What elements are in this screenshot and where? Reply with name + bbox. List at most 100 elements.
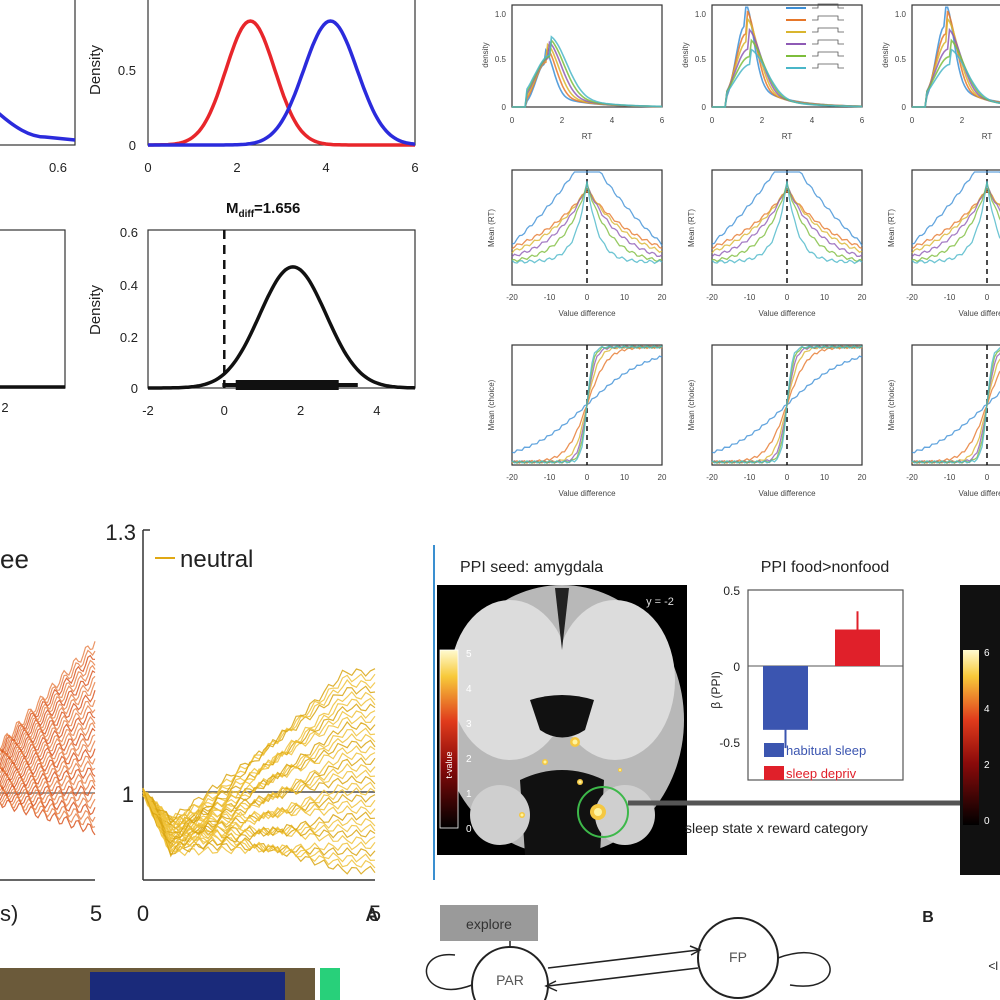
trace-line-yellow xyxy=(142,679,376,834)
x-tick-label: -20 xyxy=(506,473,518,482)
x-tick-label: -20 xyxy=(706,293,718,302)
x-tick-label: 2 xyxy=(560,116,565,125)
x-axis-label: Value difference xyxy=(958,309,1000,318)
activation-cluster-core xyxy=(578,780,582,784)
y-tick-label: 0.6 xyxy=(120,225,138,240)
bar-y-tick: -0.5 xyxy=(719,736,740,750)
colorbar-tick: 0 xyxy=(984,816,990,827)
activation-cluster-core xyxy=(543,760,547,764)
y-tick-label: 1.0 xyxy=(695,10,707,19)
y-axis-label: Mean (choice) xyxy=(687,379,696,430)
x-tick-label: 6 xyxy=(411,160,418,175)
x-tick-label: 5 xyxy=(369,901,381,926)
x-tick-label: -10 xyxy=(544,473,556,482)
trace-line-orange xyxy=(0,795,96,829)
mean-rt-line xyxy=(911,181,1000,264)
explore-box xyxy=(440,905,538,941)
colorbar-tick: 6 xyxy=(984,648,990,659)
trace-line-orange xyxy=(0,794,96,823)
y-tick-label: 0.2 xyxy=(120,330,138,345)
x-tick-label: -10 xyxy=(744,473,756,482)
bar-axes-frame xyxy=(747,589,904,781)
x-tick-label: 4 xyxy=(610,116,615,125)
mean-rt-line xyxy=(711,187,863,254)
x-axis-label: Value difference xyxy=(558,309,616,318)
x-tick-label: 0 xyxy=(585,293,590,302)
trace-line-orange xyxy=(0,715,96,772)
x-tick-label: 10 xyxy=(820,293,829,302)
legend-swatch-habitual xyxy=(764,743,784,757)
rt-density-line xyxy=(712,48,862,108)
trace-line-orange xyxy=(0,767,96,791)
x-tick-label: 0 xyxy=(985,473,990,482)
legend-swatch-deprived xyxy=(764,766,784,780)
y-tick-label: 0 xyxy=(129,138,136,153)
legend-label-deprived: sleep depriv xyxy=(786,766,857,781)
trace-line-orange xyxy=(0,755,96,786)
legend-kernel-icon xyxy=(812,39,844,45)
axes-frame-a-bottom-left xyxy=(0,229,66,389)
trace-line-yellow xyxy=(142,673,376,840)
node-label-par: PAR xyxy=(496,972,524,988)
y-axis-label: Density xyxy=(87,44,104,95)
trace-line-yellow xyxy=(142,668,376,844)
x-tick-label: 4 xyxy=(322,160,329,175)
x-tick-label: 0 xyxy=(510,116,515,125)
brain-stem-region xyxy=(520,770,604,855)
x-tick-label: 20 xyxy=(858,293,867,302)
x-tick-label: -2 xyxy=(142,403,154,418)
bar-chart-title: PPI food>nonfood xyxy=(761,559,890,576)
bar-y-tick: 0 xyxy=(733,660,740,674)
legend-kernel-icon xyxy=(812,15,844,21)
title-sub: diff xyxy=(239,209,255,220)
x-axis-label: Value difference xyxy=(758,309,816,318)
y-axis-label: Density xyxy=(87,284,104,335)
legend-kernel-icon xyxy=(812,51,844,57)
panel-letter-b: B xyxy=(922,909,934,926)
panel-label-fragment: ee xyxy=(0,544,29,574)
activation-cluster-core xyxy=(572,739,578,745)
legend-kernel-icon xyxy=(812,63,844,69)
rt-density-line xyxy=(912,16,1000,108)
x-tick-label: 0 xyxy=(985,293,990,302)
trace-line-orange xyxy=(0,654,96,753)
roi-circle-amygdala xyxy=(577,786,629,838)
x-tick-label: 0 xyxy=(910,116,915,125)
self-loop-par xyxy=(425,954,473,991)
mean-rt-line xyxy=(911,187,1000,254)
y-axis-label: density xyxy=(681,42,690,67)
axes-frame-b-rt-density xyxy=(511,4,663,108)
x-tick-label: 6 xyxy=(660,116,665,125)
legend-kernel-icon xyxy=(812,27,844,33)
tick-label: 0.6 xyxy=(49,160,67,175)
panel-corner-letter: A xyxy=(366,905,379,925)
y-tick-label: 1.3 xyxy=(105,520,136,545)
bar-y-axis-label: β (PPI) xyxy=(709,671,723,709)
x-tick-label: 0 xyxy=(137,901,149,926)
trace-line-orange xyxy=(0,664,96,755)
y-axis-label: density xyxy=(881,42,890,67)
rt-density-line xyxy=(912,6,1000,108)
trace-line-yellow xyxy=(142,703,376,834)
x-tick-label: 4 xyxy=(373,403,380,418)
x-tick-label: 0 xyxy=(710,116,715,125)
x-tick-label: 2 xyxy=(760,116,765,125)
colorbar-tick: 3 xyxy=(466,719,472,730)
rt-density-line xyxy=(712,10,863,108)
x-tick-label: 0 xyxy=(221,403,228,418)
choice-curve xyxy=(511,345,663,464)
trace-line-orange xyxy=(0,711,96,772)
colorbar-tick: 5 xyxy=(466,649,472,660)
rt-density-line xyxy=(912,10,1000,108)
legend-label-habitual: habitual sleep xyxy=(786,743,866,758)
x-axis-label: s) xyxy=(0,901,18,926)
mean-rt-line xyxy=(711,190,863,250)
x-tick-label: 2 xyxy=(233,160,240,175)
bar-y-tick: 0.5 xyxy=(723,584,740,598)
trace-line-orange xyxy=(0,699,96,769)
colorbar-tick: 2 xyxy=(984,760,990,771)
activation-cluster-core xyxy=(619,769,621,771)
choice-curve xyxy=(911,347,1000,464)
slice-label: y = -2 xyxy=(646,596,674,608)
